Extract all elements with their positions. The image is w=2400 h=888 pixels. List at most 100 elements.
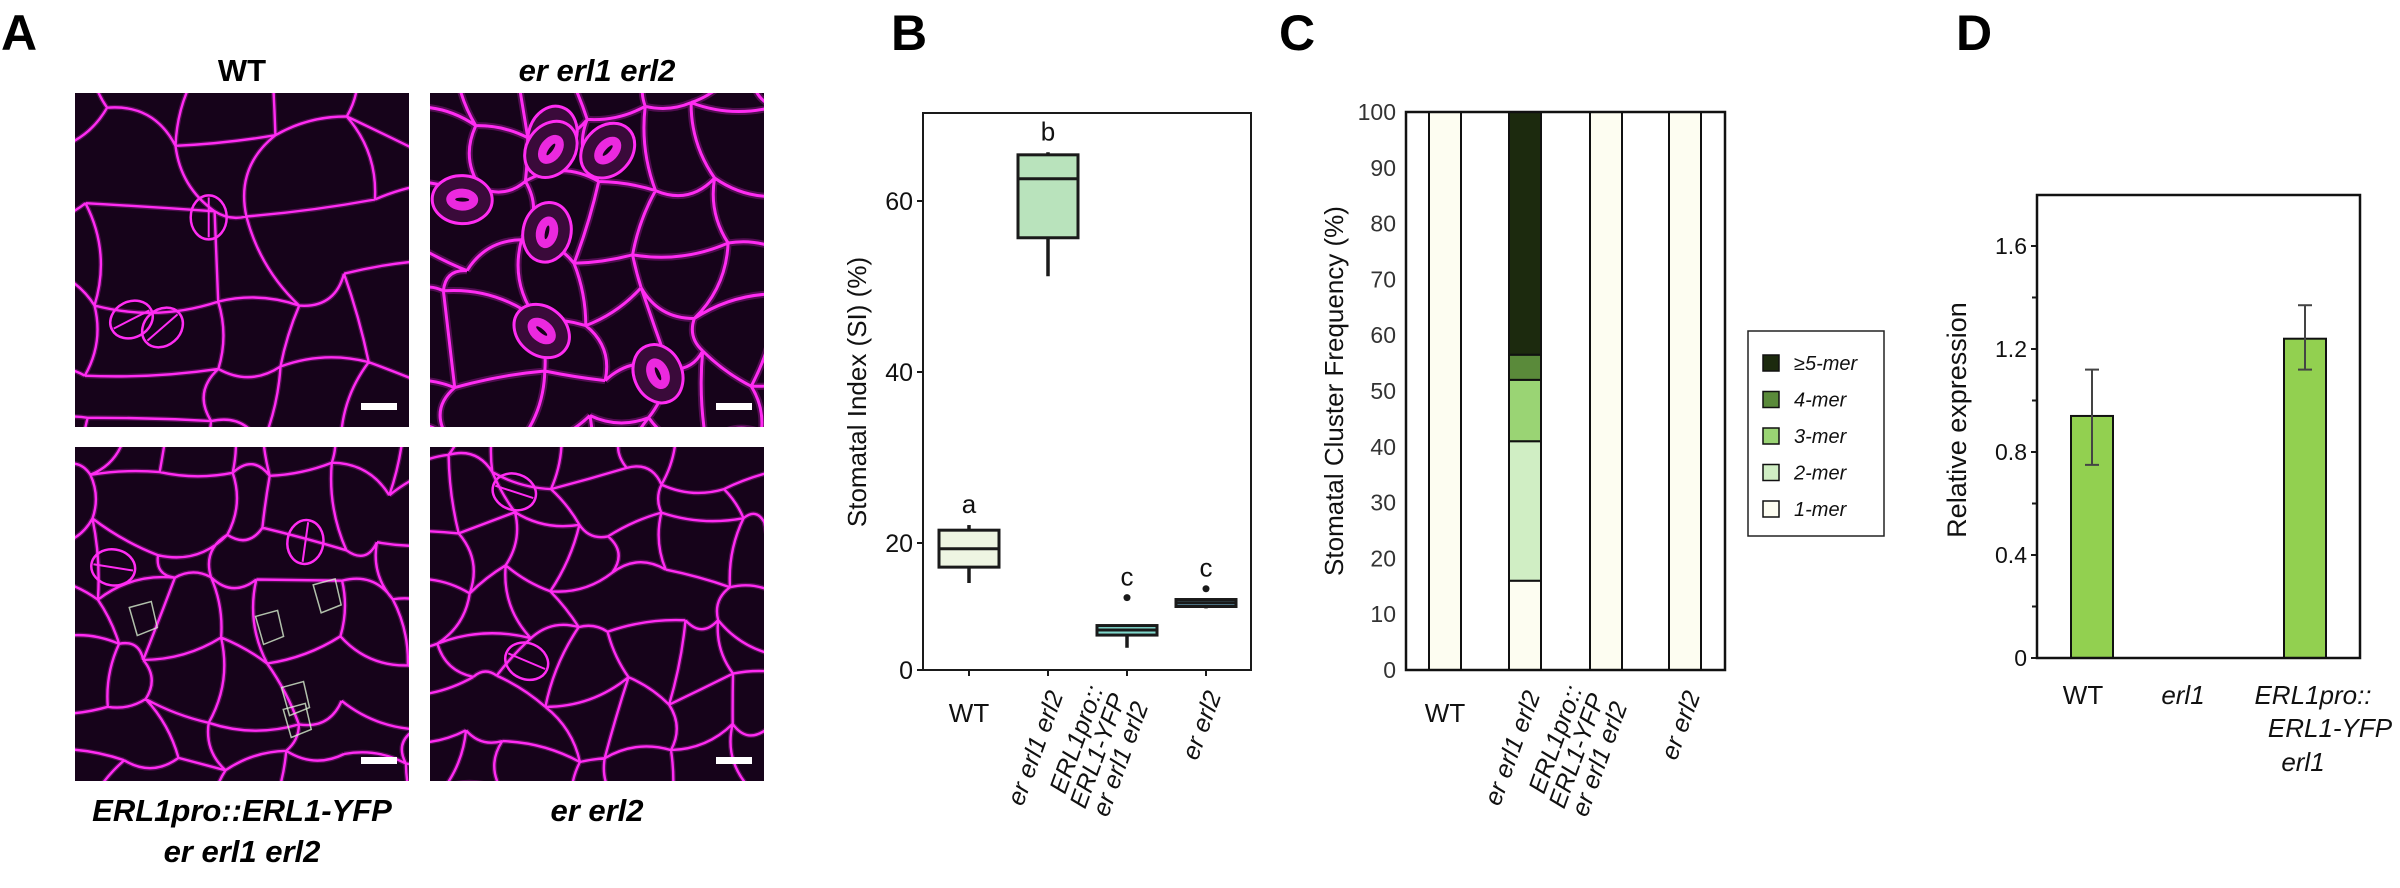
micrograph-er-erl1-erl2-drawing xyxy=(430,93,764,427)
yfp-signal xyxy=(282,702,313,739)
panel-d-y-tick-label: 0.8 xyxy=(1995,439,2027,465)
micrograph-wt xyxy=(75,93,409,427)
stoma-pore xyxy=(654,367,662,381)
yfp-signal xyxy=(128,600,159,637)
panel-d-x-tick-label: WT xyxy=(2063,680,2104,710)
panel-d-y-axis-title: Relative expression xyxy=(1942,302,1972,538)
stoma-pore xyxy=(455,197,470,202)
stoma-outline xyxy=(90,548,137,587)
panel-c-legend-swatch xyxy=(1762,500,1780,518)
yfp-signal xyxy=(312,577,343,614)
stoma xyxy=(430,174,494,226)
yfp-signal xyxy=(254,609,285,646)
micrograph-title-erl1-yfp-line1: ERL1pro::ERL1-YFP xyxy=(92,793,392,828)
panel-b-y-axis-title: Stomatal Index (SI) (%) xyxy=(842,257,872,527)
panel-d-x-tick-label: erl1 xyxy=(2161,680,2204,710)
panel-b-x-tick-label: WT xyxy=(949,698,990,728)
panel-b-y-tick-label: 60 xyxy=(885,188,913,216)
micrograph-title-erl1-yfp-line2: er erl1 erl2 xyxy=(163,834,321,869)
stoma-pore-line xyxy=(507,652,546,670)
panel-b-significance-letter: c xyxy=(1121,562,1134,592)
stoma-pore-line xyxy=(494,484,534,500)
panel-d-x-tick-label: ERL1-YFP xyxy=(2268,713,2393,743)
stoma xyxy=(189,194,228,241)
panel-c-y-tick-label: 30 xyxy=(1370,490,1396,516)
stoma xyxy=(286,518,325,566)
panel-c-legend-swatch xyxy=(1762,390,1780,409)
cell-wall-lines xyxy=(75,447,409,781)
panel-c-y-tick-label: 70 xyxy=(1370,266,1396,292)
panel-b-x-tick-label-group: er erl2 xyxy=(1177,687,1228,763)
panel-c-plot-frame xyxy=(1404,110,1727,672)
stoma-outline xyxy=(286,518,325,566)
panel-b-significance-letter: b xyxy=(1041,116,1055,146)
panel-c-bar-segment-1-mer xyxy=(1428,111,1462,671)
panel-c-legend-swatch xyxy=(1762,354,1780,372)
stoma-pore-line xyxy=(113,309,150,330)
stoma xyxy=(579,121,637,180)
panel-b-significance-letter: c xyxy=(1200,553,1213,583)
panel-c-legend-swatch xyxy=(1762,427,1780,445)
cell-wall-lines xyxy=(430,447,764,781)
panel-b-outlier xyxy=(1123,594,1131,602)
micrograph-er-erl2-drawing xyxy=(430,447,764,781)
panel-b-box xyxy=(1016,153,1080,240)
panel-c-legend-label: 3-mer xyxy=(1794,426,1848,448)
panel-c-x-tick-label: WT xyxy=(1425,698,1466,728)
stoma xyxy=(90,548,137,587)
stoma-outline xyxy=(504,641,550,682)
panel-b-y-tick-label: 0 xyxy=(899,657,913,685)
panel-c-legend-label: 2-mer xyxy=(1793,463,1848,485)
scale-bar xyxy=(361,757,397,764)
panel-label-d: D xyxy=(1956,5,1993,61)
panel-d-y-tick-label: 0.4 xyxy=(1995,542,2027,568)
panel-d-y-tick-label: 0 xyxy=(2014,645,2027,671)
stoma-outline xyxy=(491,472,538,512)
stoma xyxy=(504,641,550,682)
stoma-pore xyxy=(602,145,613,156)
panel-d-x-tick-label: ERL1pro:: xyxy=(2254,680,2371,710)
panel-label-b: B xyxy=(891,5,928,61)
panel-b-x-tick-label: er erl2 xyxy=(1177,687,1228,763)
micrograph-title-er-erl1-erl2: er erl1 erl2 xyxy=(518,53,676,88)
micrograph-title-er-erl2: er erl2 xyxy=(550,793,644,828)
panel-d-bar xyxy=(2283,337,2327,659)
panel-c-bar-segment-ge5-mer xyxy=(1508,111,1542,356)
stoma xyxy=(109,299,154,340)
panel-c-bar-segment-1-mer xyxy=(1668,111,1702,671)
micrograph-title-wt: WT xyxy=(217,53,267,88)
panel-b-significance-letter: a xyxy=(962,489,977,519)
stoma-pore-line xyxy=(301,522,310,562)
panel-c-bar-segment-3-mer xyxy=(1508,378,1542,443)
panel-c-y-tick-label: 60 xyxy=(1370,322,1396,348)
panel-c-legend-label: ≥5-mer xyxy=(1794,353,1859,375)
stoma-pore xyxy=(546,143,556,156)
panel-b-y-tick-label: 40 xyxy=(885,359,913,387)
panel-c-bar-segment-2-mer xyxy=(1508,440,1542,582)
stoma xyxy=(140,306,185,349)
panel-b-outlier xyxy=(1202,585,1210,593)
panel-c-bar-segment-1-mer xyxy=(1589,111,1623,671)
stoma xyxy=(491,472,538,512)
stoma xyxy=(523,119,579,179)
panel-c-bar-segment-1-mer xyxy=(1508,579,1542,671)
panel-c-y-tick-label: 90 xyxy=(1370,155,1396,181)
panel-c-y-tick-label: 50 xyxy=(1370,378,1396,404)
stoma xyxy=(631,343,685,405)
panel-c-legend-label: 4-mer xyxy=(1794,390,1848,412)
panel-d-y-tick-label: 1.6 xyxy=(1995,233,2027,259)
panel-c-y-tick-label: 20 xyxy=(1370,545,1396,571)
panel-c-y-tick-label: 10 xyxy=(1370,601,1396,627)
panel-c-y-tick-label: 0 xyxy=(1383,657,1396,683)
scale-bar xyxy=(716,403,752,410)
panel-d-plot-frame xyxy=(2035,193,2362,660)
yfp-signal xyxy=(280,680,311,717)
panel-c-bar-segment-4-mer xyxy=(1508,353,1542,381)
stoma-outline xyxy=(189,194,228,241)
micrograph-erl1-yfp xyxy=(75,447,409,781)
stoma-outline xyxy=(140,306,185,349)
stoma-pore-line xyxy=(93,563,134,572)
panel-label-c: C xyxy=(1279,5,1316,61)
micrograph-erl1-yfp-drawing xyxy=(75,447,409,781)
